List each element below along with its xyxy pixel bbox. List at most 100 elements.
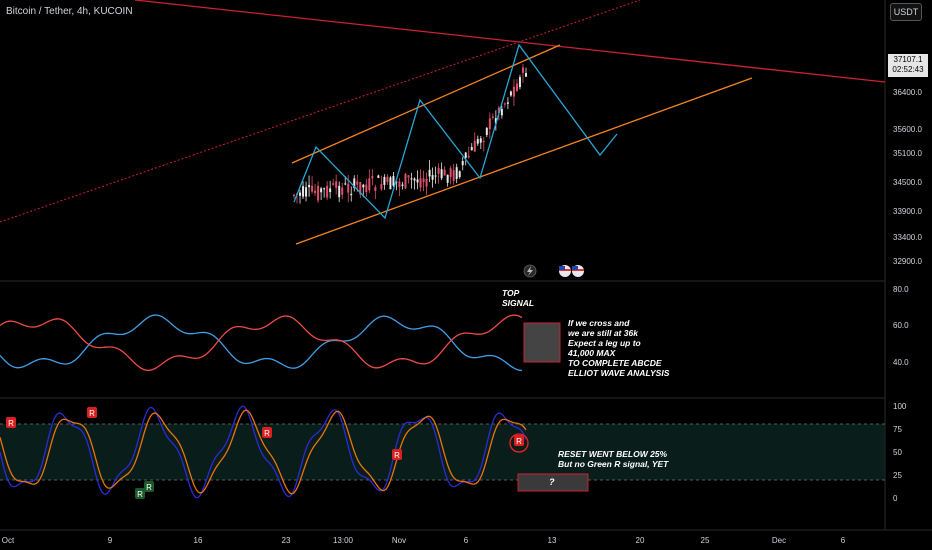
red-r-badge[interactable] bbox=[87, 407, 97, 418]
candle-body bbox=[419, 178, 422, 188]
candle-body bbox=[509, 91, 512, 96]
candle-body bbox=[482, 140, 485, 143]
time-tick-label: 9 bbox=[108, 536, 113, 545]
dotted-trendline[interactable] bbox=[0, 0, 641, 223]
stoch-tick-label: 75 bbox=[893, 425, 902, 434]
candle-body bbox=[494, 118, 497, 124]
candle-body bbox=[311, 185, 314, 192]
candle-body bbox=[416, 179, 419, 183]
green-r-badge[interactable] bbox=[135, 488, 145, 499]
candle-body bbox=[374, 187, 377, 191]
stoch-k-line bbox=[0, 405, 527, 499]
stoch-d-line bbox=[0, 409, 527, 495]
candle-body bbox=[431, 175, 434, 180]
candle-body bbox=[347, 183, 350, 193]
channel-upper-line[interactable] bbox=[291, 44, 561, 164]
price-tag-countdown: 02:52:43 bbox=[892, 65, 924, 74]
red-r-label: R bbox=[394, 451, 400, 460]
candle-body bbox=[338, 185, 341, 198]
candle-body bbox=[488, 118, 491, 130]
price-tick-label: 35100.0 bbox=[893, 149, 922, 158]
time-tick-label: 16 bbox=[194, 536, 203, 545]
candle-body bbox=[350, 193, 353, 196]
red-r-badge[interactable] bbox=[514, 435, 524, 446]
price-tag-value: 37107.1 bbox=[893, 55, 923, 64]
price-scale[interactable]: 36400.0 35600.0 35100.0 34500.0 33900.0 33400… bbox=[893, 88, 922, 503]
candle-body bbox=[497, 107, 500, 114]
candle-body bbox=[320, 188, 323, 193]
candle-body bbox=[299, 192, 302, 196]
candle-body bbox=[404, 173, 407, 189]
projection-box[interactable] bbox=[523, 322, 561, 363]
candle-body bbox=[293, 194, 295, 197]
green-r-badge[interactable] bbox=[144, 481, 154, 492]
time-scale[interactable]: Oct 9 16 23 13:00 Nov 6 13 20 25 Dec 6 bbox=[2, 536, 846, 545]
candle-body bbox=[470, 147, 473, 151]
price-tick-label: 33900.0 bbox=[893, 207, 922, 216]
red-r-badge[interactable] bbox=[262, 427, 272, 438]
price-tick-label: 33400.0 bbox=[893, 233, 922, 242]
candle-body bbox=[308, 184, 311, 188]
price-tick-label: 35600.0 bbox=[893, 125, 922, 134]
currency-button[interactable]: USDT bbox=[890, 3, 922, 21]
candle-body bbox=[518, 77, 521, 87]
green-r-label: R bbox=[137, 490, 143, 499]
candle-body bbox=[473, 140, 476, 152]
resistance-trendline[interactable] bbox=[134, 0, 886, 83]
candle-body bbox=[314, 190, 317, 194]
candle-body bbox=[449, 168, 452, 177]
red-r-badge[interactable] bbox=[392, 449, 402, 460]
time-tick-label: Dec bbox=[772, 536, 786, 545]
candle-body bbox=[368, 178, 371, 191]
candle-body bbox=[380, 184, 383, 190]
red-r-label: R bbox=[264, 429, 270, 438]
price-tag: 37107.1 02:52:43 bbox=[888, 54, 928, 77]
flag-icon[interactable] bbox=[572, 265, 584, 277]
candle-body bbox=[329, 188, 332, 193]
candle-body bbox=[428, 169, 431, 177]
candle-body bbox=[395, 181, 398, 183]
stoch-tick-label: 100 bbox=[893, 402, 907, 411]
green-r-label: R bbox=[146, 483, 152, 492]
candle-body bbox=[461, 161, 464, 166]
candle-body bbox=[521, 67, 524, 73]
candle-body bbox=[383, 176, 386, 185]
candle-body bbox=[422, 178, 425, 183]
candle-body bbox=[515, 83, 518, 92]
candle-body bbox=[332, 183, 335, 185]
red-r-badge[interactable] bbox=[6, 417, 16, 428]
time-tick-label: 6 bbox=[464, 536, 469, 545]
time-tick-label: 13:00 bbox=[333, 536, 354, 545]
time-tick-label: 6 bbox=[841, 536, 846, 545]
osc-tick-label: 60.0 bbox=[893, 321, 909, 330]
flag-icon[interactable] bbox=[559, 265, 571, 277]
candle-body bbox=[491, 116, 494, 118]
price-tick-label: 32900.0 bbox=[893, 257, 922, 266]
oscillator-blue-line bbox=[0, 314, 523, 372]
stoch-band bbox=[0, 424, 885, 480]
candle-body bbox=[512, 86, 515, 97]
signal-circle bbox=[509, 433, 529, 453]
candle-body bbox=[464, 152, 467, 158]
candle-body bbox=[458, 171, 461, 178]
osc-tick-label: 80.0 bbox=[893, 285, 909, 294]
candle-body bbox=[335, 181, 338, 188]
candle-body bbox=[524, 73, 527, 77]
candle-body bbox=[410, 178, 413, 180]
red-r-label: R bbox=[8, 419, 14, 428]
elliott-wave-path[interactable] bbox=[293, 43, 618, 220]
time-tick-label: 20 bbox=[636, 536, 645, 545]
question-box[interactable] bbox=[517, 473, 589, 492]
candle-body bbox=[446, 174, 449, 183]
channel-lower-line[interactable] bbox=[295, 77, 753, 245]
top-signal-annotation: TOP SIGNAL bbox=[502, 288, 535, 308]
candle-body bbox=[479, 138, 482, 143]
lightning-icon[interactable] bbox=[523, 264, 537, 278]
time-tick-label: 23 bbox=[282, 536, 291, 545]
candle-body bbox=[476, 139, 479, 144]
candle-body bbox=[425, 178, 428, 187]
candle-body bbox=[326, 185, 329, 198]
candle-body bbox=[398, 181, 401, 187]
